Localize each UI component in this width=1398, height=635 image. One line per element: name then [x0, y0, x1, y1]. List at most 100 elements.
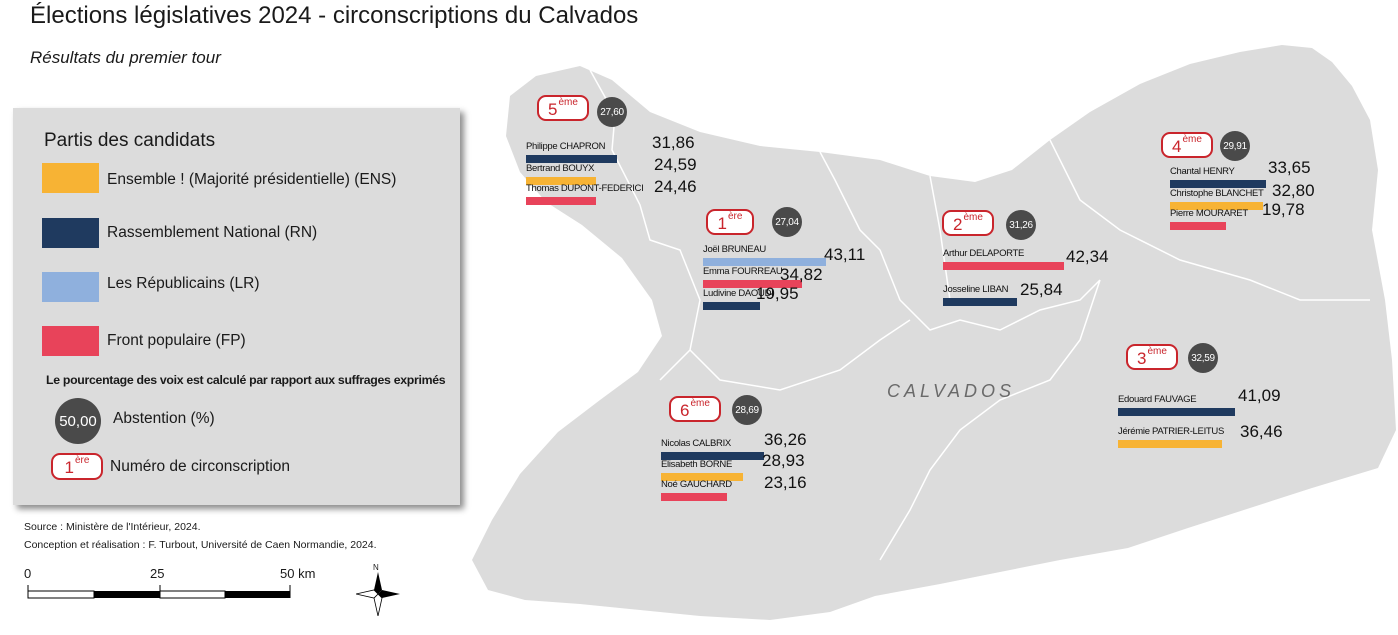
- candidate-bar: [1118, 408, 1236, 416]
- abstention-circle-6: 28,69: [732, 395, 762, 425]
- candidate-score: 43,11: [824, 245, 866, 264]
- candidate-bar: [661, 452, 765, 460]
- candidate-name: Thomas DUPONT-FEDERICI: [526, 183, 644, 194]
- candidate-score: 33,65: [1268, 158, 1311, 177]
- department-label: CALVADOS: [887, 381, 1016, 401]
- candidate-bar: [943, 298, 1017, 306]
- circ-number: 1: [717, 214, 727, 233]
- candidate-bar: [1170, 202, 1264, 210]
- candidate-score: 36,26: [764, 430, 807, 449]
- legend-label-fp: Front populaire (FP): [107, 332, 246, 349]
- candidate-name: Chantal HENRY: [1170, 166, 1235, 177]
- candidate-name: Joël BRUNEAU: [703, 244, 766, 255]
- candidate-bar: [1118, 440, 1222, 448]
- legend-swatch-lr: [42, 272, 99, 302]
- compass-icon: [356, 572, 400, 616]
- circ-number: 3: [1137, 349, 1147, 368]
- candidate-score: 32,80: [1272, 181, 1315, 200]
- circ-badge-4: 4 ème: [1161, 132, 1213, 158]
- circ-badge-3: 3 ème: [1126, 344, 1178, 370]
- department-shape: [472, 45, 1396, 620]
- candidate-name: Ludivine DAOUDI: [703, 288, 774, 299]
- candidate-name: Noé GAUCHARD: [661, 479, 732, 490]
- circ-badge-6: 6 ème: [669, 396, 721, 422]
- scale-bar: [27, 585, 291, 599]
- candidate-score: 41,09: [1238, 386, 1281, 405]
- candidate-score: 24,59: [654, 155, 697, 174]
- candidate-score: 34,82: [780, 265, 823, 284]
- circ-badge-5: 5 ème: [537, 95, 589, 121]
- circ-number-suffix: ème: [963, 212, 983, 223]
- candidate-score: 23,16: [764, 473, 807, 492]
- legend-panel: Partis des candidats Ensemble ! (Majorit…: [13, 108, 460, 505]
- candidate-score: 36,46: [1240, 422, 1283, 441]
- page-title: Élections législatives 2024 - circonscri…: [30, 2, 639, 29]
- candidate-name: Philippe CHAPRON: [526, 141, 606, 152]
- legend-label-ens: Ensemble ! (Majorité présidentielle) (EN…: [107, 171, 397, 188]
- legend-title: Partis des candidats: [44, 130, 216, 151]
- legend-swatch-rn: [42, 218, 99, 248]
- abstention-circle-4: 29,91: [1220, 131, 1250, 161]
- circ-number-suffix: ème: [1147, 346, 1167, 357]
- abstention-circle-3: 32,59: [1188, 343, 1218, 373]
- candidate-name: Arthur DELAPORTE: [943, 248, 1025, 259]
- candidate-score: 19,95: [756, 284, 799, 303]
- north-label: N: [373, 563, 379, 572]
- abstention-circle-2: 31,26: [1006, 210, 1036, 240]
- candidate-name: Jérémie PATRIER-LEITUS: [1118, 426, 1225, 437]
- candidate-bar: [526, 155, 617, 163]
- circ-badge-1: 1 ère: [706, 209, 754, 235]
- source-text: Source : Ministère de l'Intérieur, 2024.: [24, 521, 201, 533]
- scale-label-50: 50 km: [280, 566, 316, 581]
- legend-swatch-ens: [42, 163, 99, 193]
- circonscription-borders: [589, 69, 1370, 561]
- candidate-bar: [703, 258, 826, 266]
- abstention-circle-5: 27,60: [597, 97, 627, 127]
- legend-swatch-fp: [42, 326, 99, 356]
- scale-label-25: 25: [150, 566, 165, 581]
- candidate-name: Christophe BLANCHET: [1170, 188, 1264, 199]
- legend-note: Le pourcentage des voix est calculé par …: [46, 373, 446, 387]
- candidate-name: Emma FOURREAU: [703, 266, 783, 277]
- candidate-bar: [526, 197, 596, 205]
- candidate-name: Pierre MOURARET: [1170, 208, 1248, 219]
- circ-number: 2: [953, 215, 963, 234]
- legend-label-rn: Rassemblement National (RN): [107, 224, 318, 241]
- candidate-score: 24,46: [654, 177, 697, 196]
- candidate-score: 25,84: [1020, 280, 1063, 299]
- scale-label-0: 0: [24, 566, 32, 581]
- circ-badge-2: 2 ème: [942, 210, 994, 236]
- candidate-score: 42,34: [1066, 247, 1109, 266]
- candidate-bar: [526, 177, 597, 185]
- candidate-bar: [703, 280, 803, 288]
- legend-abstention-label: Abstention (%): [113, 410, 215, 427]
- legend-circ-badge: 1 ère: [51, 453, 103, 480]
- candidate-bar: [1170, 222, 1227, 230]
- circ-number: 6: [680, 401, 690, 420]
- candidate-bar: [1170, 180, 1266, 188]
- abstention-circle-1: 27,04: [772, 207, 802, 237]
- credits-text: Conception et réalisation : F. Turbout, …: [24, 539, 377, 551]
- candidate-bar: [661, 493, 727, 501]
- circ-number-suffix: ème: [690, 398, 710, 409]
- circ-number-suffix: ème: [558, 97, 578, 108]
- candidate-name: Bertrand BOUYX: [526, 163, 595, 174]
- legend-label-lr: Les Républicains (LR): [107, 275, 260, 292]
- candidate-name: Nicolas CALBRIX: [661, 438, 731, 449]
- legend-circ-num: 1: [64, 458, 74, 477]
- legend-circ-label: Numéro de circonscription: [110, 458, 291, 475]
- candidate-name: Edouard FAUVAGE: [1118, 394, 1197, 405]
- candidate-bar: [703, 302, 760, 310]
- circ-number-suffix: ère: [728, 211, 743, 222]
- legend-circ-sup: ère: [75, 455, 90, 466]
- candidate-score: 28,93: [762, 451, 805, 470]
- candidate-score: 19,78: [1262, 200, 1305, 219]
- circ-number: 5: [548, 100, 558, 119]
- circ-number-suffix: ème: [1182, 134, 1202, 145]
- candidate-bar: [943, 262, 1064, 270]
- candidate-name: Josseline LIBAN: [943, 284, 1009, 295]
- legend-abstention-circle: 50,00: [55, 398, 101, 444]
- candidate-bar: [661, 473, 744, 481]
- circ-number: 4: [1172, 137, 1182, 156]
- candidate-score: 31,86: [652, 133, 695, 152]
